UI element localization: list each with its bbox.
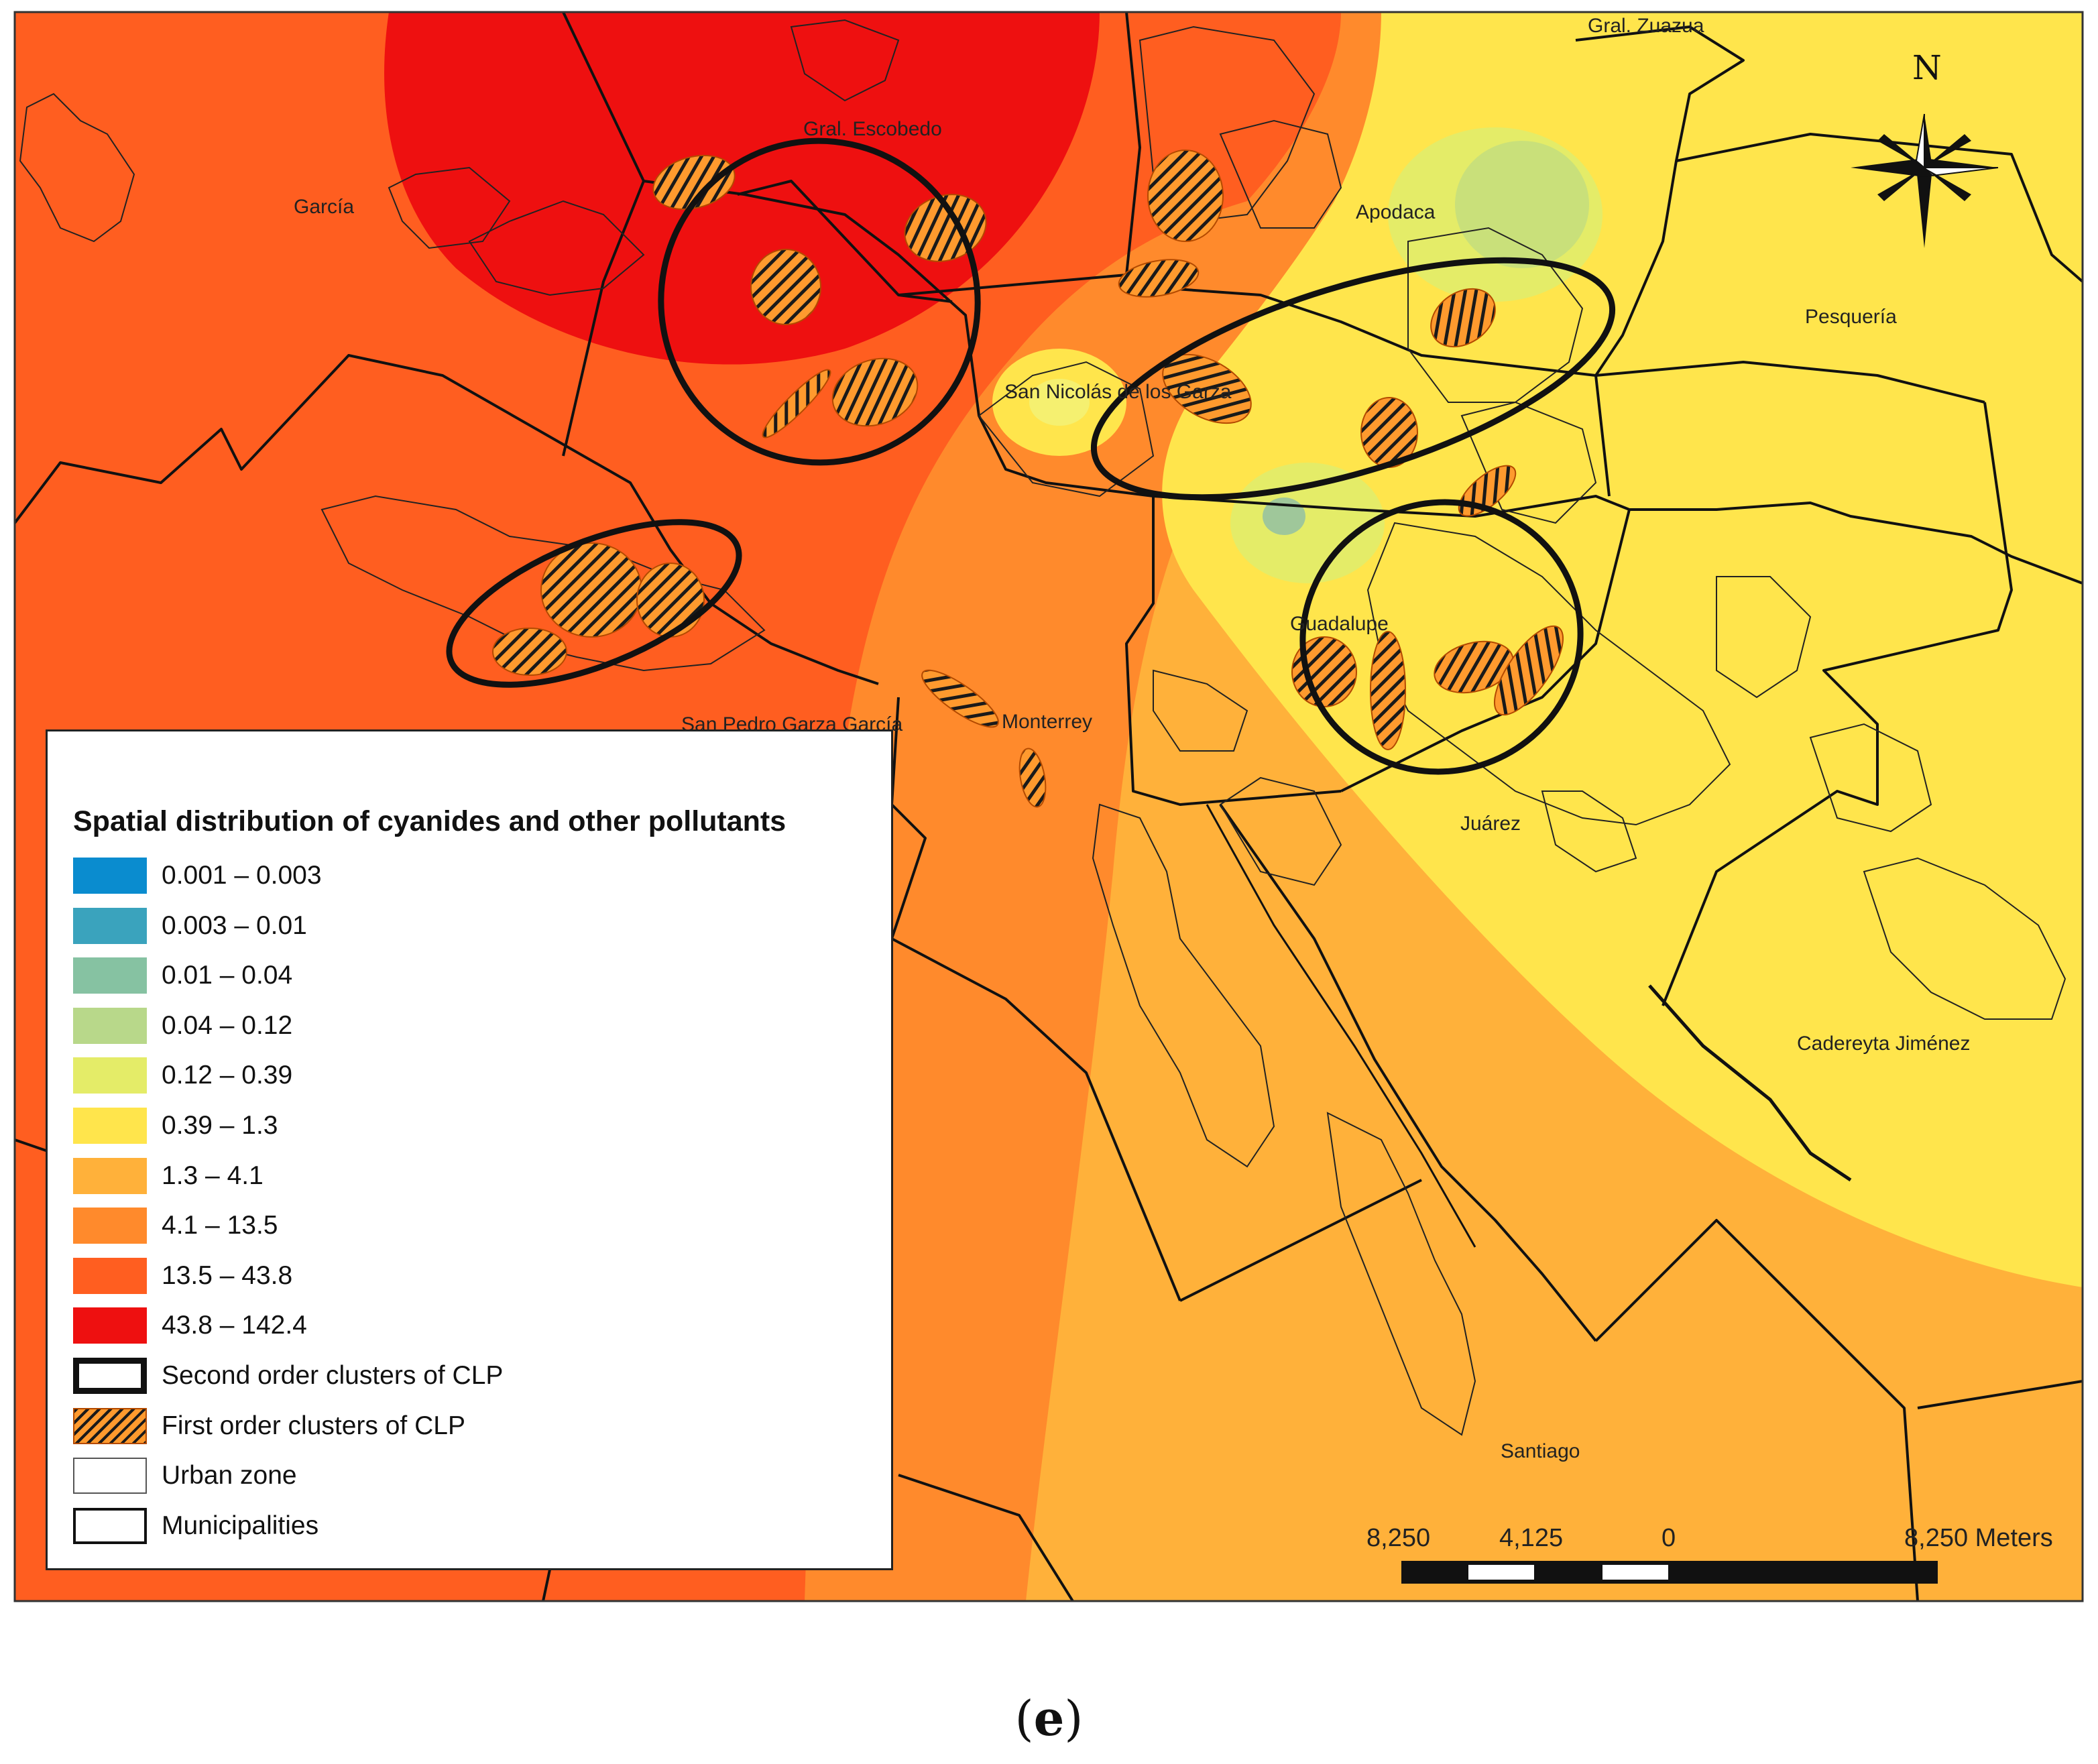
second-order-cluster-apodaca bbox=[1090, 257, 1616, 501]
figure-caption: (e) bbox=[1014, 1690, 1084, 1747]
legend-class-label: 0.003 – 0.01 bbox=[162, 910, 307, 940]
second-order-cluster-san-pedro bbox=[446, 519, 742, 688]
place-label: García bbox=[294, 196, 354, 218]
place-label: San Nicolás de los Garza bbox=[1004, 381, 1232, 403]
second-order-cluster-guadalupe bbox=[1299, 499, 1584, 775]
legend-symbol-second-order bbox=[73, 1358, 147, 1394]
legend-class-row: 0.01 – 0.04 bbox=[73, 955, 292, 996]
legend-class-label: 0.12 – 0.39 bbox=[162, 1061, 293, 1090]
legend-class-row: 0.39 – 1.3 bbox=[73, 1106, 278, 1146]
map-canvas: García Gral. Escobedo Gral. Zuazua Apoda… bbox=[15, 12, 2083, 1601]
zone-0-12-0-39-b bbox=[1230, 463, 1385, 583]
place-label: Guadalupe bbox=[1290, 613, 1389, 635]
place-label: Monterrey bbox=[1002, 711, 1092, 733]
legend-symbol-label: First order clusters of CLP bbox=[162, 1411, 465, 1440]
place-label: Apodaca bbox=[1356, 201, 1436, 223]
legend-symbol-label: Municipalities bbox=[162, 1511, 319, 1540]
place-label: Juárez bbox=[1460, 813, 1521, 835]
north-label: N bbox=[1912, 48, 1942, 87]
place-label: Gral. Escobedo bbox=[803, 118, 942, 140]
legend-class-label: 0.04 – 0.12 bbox=[162, 1010, 293, 1040]
place-label: Cadereyta Jiménez bbox=[1797, 1033, 1970, 1055]
scale-label: 8,250 bbox=[1366, 1524, 1430, 1552]
legend-symbol-row-first-order: First order clusters of CLP bbox=[73, 1406, 465, 1446]
legend-class-row: 1.3 – 4.1 bbox=[73, 1156, 264, 1196]
map-frame bbox=[13, 11, 2084, 1602]
highway-line-2 bbox=[1648, 984, 1852, 1182]
highway-line bbox=[1206, 804, 1476, 1248]
legend-class-row: 13.5 – 43.8 bbox=[73, 1256, 292, 1296]
place-label: Santiago bbox=[1501, 1440, 1580, 1462]
scale-label: 4,125 bbox=[1499, 1524, 1563, 1552]
legend-class-row: 43.8 – 142.4 bbox=[73, 1305, 307, 1346]
legend-symbol-first-order bbox=[73, 1407, 147, 1444]
legend-swatch bbox=[73, 1257, 147, 1294]
north-arrow: N bbox=[1851, 48, 1999, 248]
caption-letter: e bbox=[1033, 1690, 1065, 1747]
legend-swatch bbox=[73, 1007, 147, 1044]
legend-symbol-row-second-order: Second order clusters of CLP bbox=[73, 1356, 503, 1396]
legend-class-label: 1.3 – 4.1 bbox=[162, 1161, 264, 1190]
legend-symbol-row-municipalities: Municipalities bbox=[73, 1506, 318, 1546]
place-label: Gral. Zuazua bbox=[1588, 15, 1704, 37]
legend-class-label: 43.8 – 142.4 bbox=[162, 1311, 307, 1340]
legend-symbol-urban-zone bbox=[73, 1458, 147, 1494]
second-order-cluster-escobedo bbox=[658, 137, 981, 466]
legend-class-label: 13.5 – 43.8 bbox=[162, 1260, 293, 1290]
legend-swatch bbox=[73, 1307, 147, 1344]
place-label: Pesquería bbox=[1805, 306, 1897, 328]
legend-swatch bbox=[73, 1157, 147, 1194]
legend-class-row: 0.12 – 0.39 bbox=[73, 1055, 292, 1096]
first-order-clusters bbox=[492, 150, 1564, 808]
legend-class-row: 4.1 – 13.5 bbox=[73, 1206, 278, 1246]
legend-class-label: 0.01 – 0.04 bbox=[162, 961, 293, 990]
legend-swatch bbox=[73, 858, 147, 894]
zone-0-12-0-39-c bbox=[1029, 379, 1090, 426]
legend-title: Spatial distribution of cyanides and oth… bbox=[73, 805, 786, 837]
second-order-clusters bbox=[446, 137, 1616, 775]
legend-class-row: 0.003 – 0.01 bbox=[73, 906, 307, 946]
scale-label: 0 bbox=[1662, 1524, 1676, 1552]
legend-symbol-label: Urban zone bbox=[162, 1461, 297, 1490]
legend-class-label: 0.39 – 1.3 bbox=[162, 1111, 278, 1140]
legend-swatch bbox=[73, 1108, 147, 1144]
zone-0-04-0-12-a bbox=[1455, 141, 1589, 268]
legend-class-label: 4.1 – 13.5 bbox=[162, 1211, 278, 1240]
legend-class-row: 0.001 – 0.003 bbox=[73, 856, 322, 896]
scale-label: 8,250 Meters bbox=[1904, 1524, 2053, 1552]
scale-bar: 8,250 4,125 0 8,250 Meters bbox=[1366, 1524, 2053, 1584]
legend-swatch bbox=[73, 1057, 147, 1094]
municipality-boundaries bbox=[15, 12, 2083, 1601]
legend-symbol-label: Second order clusters of CLP bbox=[162, 1361, 504, 1390]
urban-zone-outlines bbox=[19, 19, 2066, 1436]
legend-class-label: 0.001 – 0.003 bbox=[162, 861, 322, 890]
legend: Spatial distribution of cyanides and oth… bbox=[46, 729, 893, 1570]
legend-class-row: 0.04 – 0.12 bbox=[73, 1006, 292, 1046]
legend-swatch bbox=[73, 957, 147, 994]
legend-swatch bbox=[73, 907, 147, 944]
legend-symbol-municipalities bbox=[73, 1507, 147, 1544]
legend-swatch bbox=[73, 1208, 147, 1244]
legend-symbol-row-urban-zone: Urban zone bbox=[73, 1456, 297, 1496]
